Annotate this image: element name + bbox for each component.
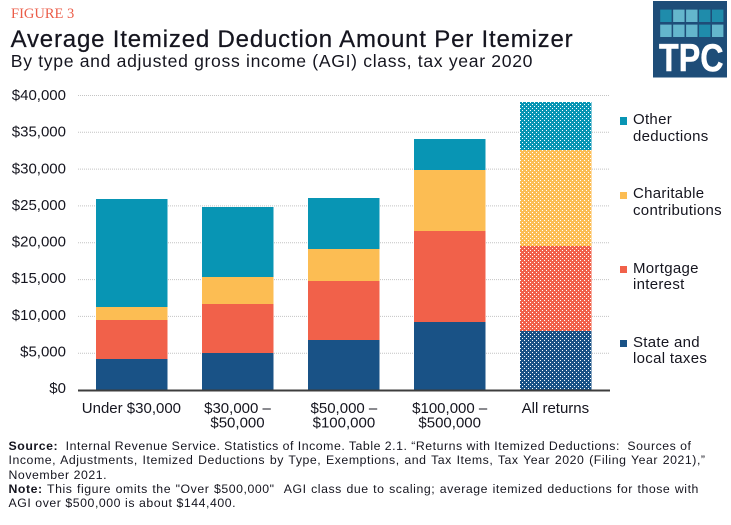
svg-text:Under $30,000: Under $30,000	[82, 400, 181, 417]
svg-text:$35,000: $35,000	[12, 124, 66, 141]
svg-text:$5,000: $5,000	[20, 343, 66, 360]
svg-text:$15,000: $15,000	[12, 270, 66, 287]
svg-text:All returns: All returns	[522, 400, 590, 417]
svg-text:$50,000 –: $50,000 –	[311, 400, 378, 417]
svg-text:$40,000: $40,000	[12, 87, 66, 104]
svg-text:$30,000: $30,000	[12, 160, 66, 177]
svg-text:$25,000: $25,000	[12, 197, 66, 214]
svg-text:$100,000 –: $100,000 –	[412, 400, 488, 417]
svg-text:$10,000: $10,000	[12, 307, 66, 324]
svg-text:$30,000 –: $30,000 –	[204, 400, 271, 417]
svg-text:TPC: TPC	[659, 37, 724, 78]
svg-text:$0: $0	[49, 380, 66, 397]
svg-text:$100,000: $100,000	[313, 415, 376, 432]
svg-text:$50,000: $50,000	[210, 415, 264, 432]
svg-text:$20,000: $20,000	[12, 234, 66, 251]
svg-text:$500,000: $500,000	[418, 415, 481, 432]
